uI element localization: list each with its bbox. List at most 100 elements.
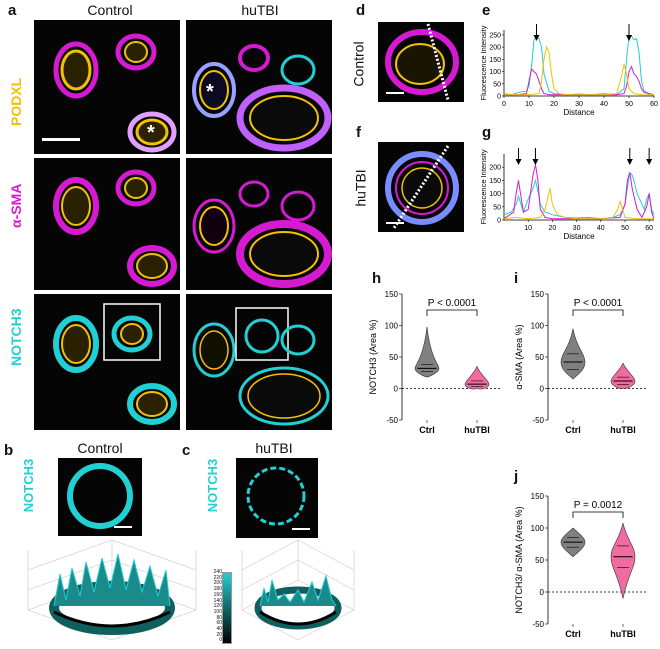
- micrograph-c-notch3: [236, 458, 318, 538]
- violin-huTBI: [610, 362, 636, 389]
- panel-label-a: a: [8, 2, 17, 19]
- x-axis-label: Distance: [563, 108, 595, 117]
- column-header-hutbi: huTBI: [241, 2, 279, 18]
- micrograph-d: [378, 22, 464, 102]
- x-tick-label: huTBI: [610, 425, 636, 435]
- y-tick-label: 0: [540, 588, 545, 597]
- p-value-label: P < 0.0001: [574, 298, 623, 309]
- y-tick-label: 0: [497, 218, 501, 225]
- series-line-1: [503, 164, 655, 220]
- panel-label-i: i: [514, 270, 519, 287]
- panel-label-b: b: [4, 442, 14, 459]
- x-tick-label: 20: [550, 101, 558, 108]
- arrow-head: [626, 159, 633, 165]
- colorbar-tick: 0: [219, 637, 222, 644]
- chart-g: 0 50 100 150 200 10 20 30 40 50 60 Distance Fluoresc…: [479, 148, 655, 241]
- colorbar-tick: 140: [213, 597, 222, 604]
- y-tick-label: 50: [493, 204, 501, 211]
- y-tick-label: 100: [531, 322, 545, 331]
- svg-text:*: *: [147, 122, 155, 144]
- x-tick-label: huTBI: [464, 425, 490, 435]
- column-header-control: Control: [87, 2, 133, 18]
- micrograph-f: [378, 142, 464, 232]
- panel-label-g: g: [482, 124, 492, 141]
- y-tick-label: 150: [385, 290, 399, 299]
- micrograph-hutbi-asma: [186, 158, 332, 290]
- colorbar-tick: 200: [213, 580, 222, 587]
- series-line-0: [503, 35, 655, 96]
- y-axis-label: Fluorescence Intensity: [479, 149, 488, 224]
- y-axis-label: NOTCH3/ α-SMA (Area %): [514, 506, 524, 613]
- y-tick-label: -50: [532, 620, 544, 629]
- surface-plot-hutbi: [241, 540, 355, 641]
- significance-bracket: [572, 309, 624, 316]
- colorbar-tick: 100: [213, 608, 222, 615]
- panel-label-e: e: [482, 2, 491, 19]
- arrow-head: [515, 159, 522, 165]
- colorbar-tick: 240: [213, 569, 222, 575]
- y-tick-label: 150: [531, 492, 545, 501]
- y-axis-label: Fluorescence Intensity: [479, 25, 488, 100]
- panel-label-j: j: [514, 468, 519, 485]
- x-tick-label: 30: [575, 101, 583, 108]
- y-tick-label: 100: [489, 191, 501, 198]
- y-tick-label: -50: [532, 416, 544, 425]
- violin-Ctrl: [414, 326, 440, 378]
- colorbar-tick: 20: [216, 631, 222, 638]
- arrow-head: [533, 35, 540, 41]
- chart-h: -50 0 50 100 150 NOTCH3 (Area %) Ctrl huTBI P < …: [368, 290, 502, 435]
- panel-c-title: huTBI: [255, 440, 293, 456]
- panel-label-f: f: [356, 124, 361, 141]
- panel-b-stain-label: NOTCH3: [21, 458, 37, 513]
- y-tick-label: 50: [389, 353, 398, 362]
- colorbar-tick: 120: [213, 603, 222, 610]
- y-tick-label: 50: [535, 353, 544, 362]
- micrograph-control-notch3: [34, 294, 180, 430]
- panel-c-stain-label: NOTCH3: [205, 458, 221, 513]
- y-tick-label: 150: [489, 57, 501, 64]
- colorbar: [222, 572, 232, 644]
- panel-b-title: Control: [77, 440, 123, 456]
- micrograph-hutbi-merge: *: [186, 20, 332, 154]
- series-line-2: [503, 188, 654, 220]
- stain-label-asma: α-SMA: [8, 183, 24, 228]
- p-value-label: P < 0.0001: [428, 298, 477, 309]
- y-tick-label: 200: [489, 45, 501, 52]
- colorbar-tick: 40: [216, 626, 222, 633]
- zoom-box-control: [103, 303, 161, 361]
- y-tick-label: 150: [531, 290, 545, 299]
- y-tick-label: 100: [489, 69, 501, 76]
- y-tick-label: 0: [497, 94, 501, 101]
- x-axis-label: Distance: [563, 232, 595, 241]
- y-tick-label: -50: [386, 416, 398, 425]
- panel-d-label: Control: [350, 41, 367, 87]
- micrograph-b-notch3: [58, 458, 142, 536]
- y-tick-label: 150: [489, 178, 501, 185]
- x-tick-label: 50: [621, 225, 629, 232]
- x-tick-label: 30: [573, 225, 581, 232]
- x-tick-label: 50: [625, 101, 633, 108]
- y-axis-label: α-SMA (Area %): [514, 324, 524, 389]
- y-tick-label: 200: [489, 165, 501, 172]
- chart-i: -50 0 50 100 150 α-SMA (Area %) Ctrl huTBI P < 0…: [514, 290, 648, 435]
- stain-label-stack: PODXL α-SMA NOTCH3: [4, 20, 28, 432]
- x-tick-label: 20: [548, 225, 556, 232]
- chart-e: 0 50 100 150 200 250 0 10 20 30 40 50 60 Distance Fluo…: [479, 24, 658, 117]
- x-tick-label: huTBI: [610, 629, 636, 639]
- y-tick-label: 0: [540, 385, 545, 394]
- violin-huTBI: [464, 365, 490, 390]
- x-tick-label: 60: [645, 225, 653, 232]
- y-tick-label: 100: [385, 322, 399, 331]
- x-tick-label: Ctrl: [419, 425, 435, 435]
- svg-text:*: *: [206, 81, 214, 103]
- micrograph-control-merge: *: [34, 20, 180, 154]
- y-tick-label: 100: [531, 524, 545, 533]
- significance-bracket: [426, 309, 478, 316]
- significance-bracket: [572, 511, 624, 518]
- colorbar-ticks: 240 220 200 180 160 140 120 100 80 60 40…: [208, 569, 222, 644]
- micrograph-hutbi-notch3: [186, 294, 332, 430]
- stain-label-podxl: PODXL: [8, 77, 24, 126]
- zoom-box-hutbi: [235, 307, 289, 361]
- chart-j: -50 0 50 100 150 NOTCH3/ α-SMA (Area %) Ctrl hu…: [514, 492, 648, 639]
- y-tick-label: 50: [493, 81, 501, 88]
